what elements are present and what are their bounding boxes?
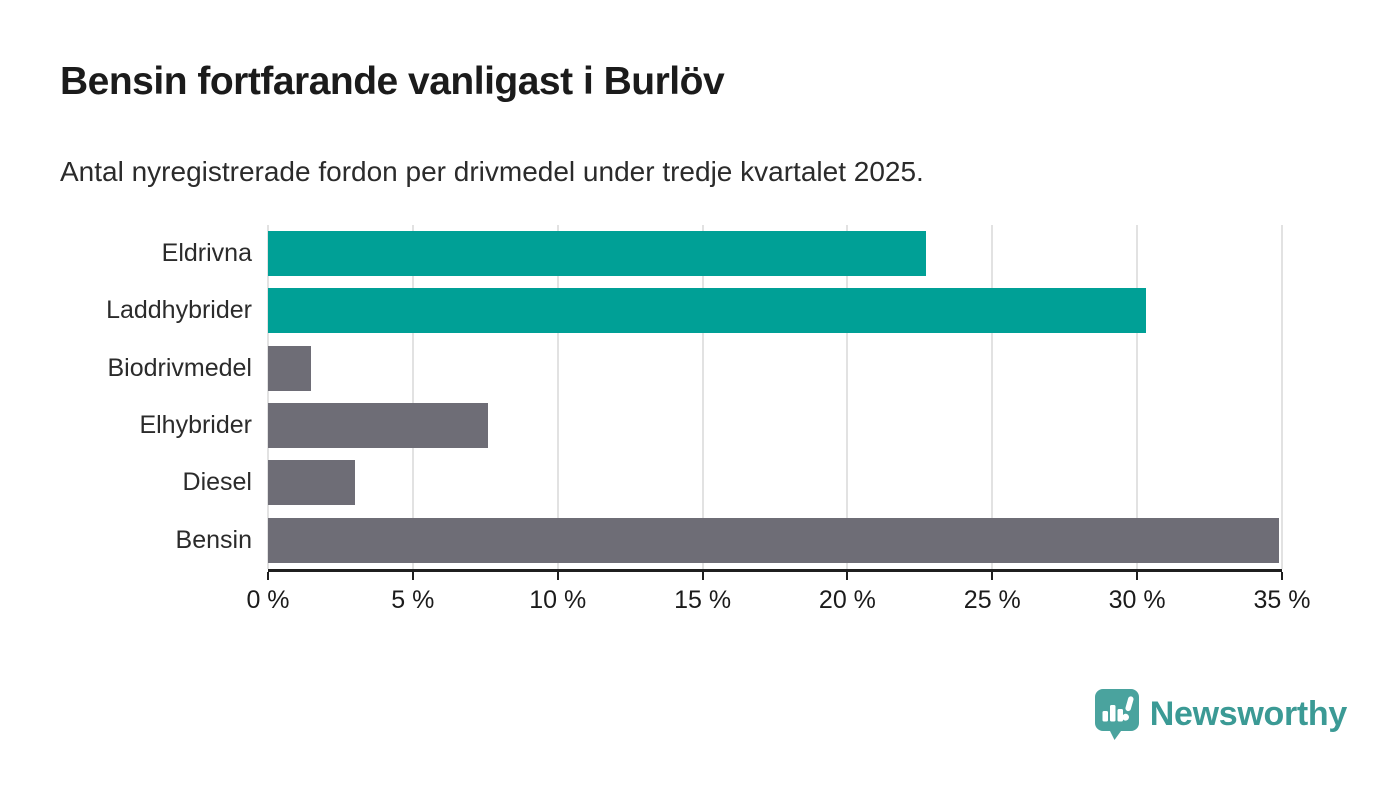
- category-label: Diesel: [182, 468, 252, 497]
- bar-diesel: [268, 460, 355, 506]
- gridline: [556, 225, 559, 569]
- bar-biodrivmedel: [268, 345, 312, 391]
- x-axis-tick-label: 15 %: [674, 586, 732, 614]
- x-axis-tick-label: 5 %: [391, 586, 435, 614]
- gridline: [1136, 225, 1139, 569]
- x-axis-tick-mark: [1136, 572, 1139, 580]
- gridline: [411, 225, 414, 569]
- x-axis-tick-mark: [556, 572, 559, 580]
- chart-title: Bensin fortfarande vanligast i Burlöv: [60, 60, 725, 103]
- gridline: [701, 225, 704, 569]
- x-axis-tick-label: 30 %: [1108, 586, 1166, 614]
- bar-laddhybrider: [268, 288, 1146, 334]
- x-axis-tick-mark: [846, 572, 849, 580]
- category-labels: Eldrivna Laddhybrider Biodrivmedel Elhybrid…: [0, 225, 252, 569]
- gridline: [267, 225, 269, 569]
- x-axis-tick-label: 20 %: [818, 586, 876, 614]
- x-axis: 0 % 5 % 10 % 15 % 20 % 25 % 30 % 35 %: [246, 569, 1310, 632]
- newsworthy-logo: Newsworthy: [1094, 688, 1347, 740]
- gridline: [991, 225, 994, 569]
- bar-elhybrider: [268, 403, 489, 449]
- bar-eldrivna: [268, 231, 926, 277]
- category-label: Biodrivmedel: [107, 353, 252, 382]
- category-label: Bensin: [175, 525, 252, 554]
- x-axis-tick-label: 0 %: [246, 586, 290, 614]
- newsworthy-pin-barchart-icon: [1094, 689, 1139, 740]
- x-axis-tick-label: 25 %: [963, 586, 1021, 614]
- bar-plot-area: [267, 225, 1283, 569]
- x-axis-tick-mark: [701, 572, 704, 580]
- x-axis-tick-mark: [1281, 572, 1283, 580]
- x-axis-tick-mark: [411, 572, 414, 580]
- bar-bensin: [268, 517, 1280, 563]
- category-label: Elhybrider: [139, 410, 252, 439]
- category-label: Eldrivna: [161, 239, 252, 267]
- chart-subtitle: Antal nyregistrerade fordon per drivmede…: [60, 156, 924, 187]
- gridline: [1281, 225, 1283, 569]
- gridline: [846, 225, 849, 569]
- category-label: Laddhybrider: [106, 296, 252, 325]
- x-axis-tick-mark: [267, 572, 269, 580]
- x-axis-tick-label: 35 %: [1253, 586, 1311, 614]
- x-axis-tick-label: 10 %: [529, 586, 587, 614]
- x-axis-tick-mark: [991, 572, 994, 580]
- newsworthy-logo-text: Newsworthy: [1149, 694, 1348, 733]
